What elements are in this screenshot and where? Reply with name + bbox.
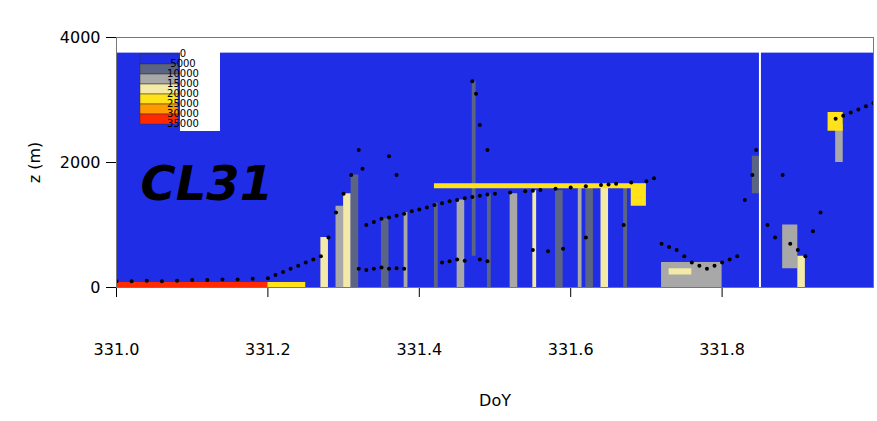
svg-text:DoY: DoY [479, 391, 511, 410]
svg-text:331.4: 331.4 [396, 340, 442, 359]
svg-text:10000: 10000 [167, 68, 199, 79]
svg-text:331.6: 331.6 [548, 340, 594, 359]
svg-text:5000: 5000 [170, 58, 196, 69]
svg-text:331.2: 331.2 [245, 340, 291, 359]
svg-text:25000: 25000 [167, 98, 199, 109]
svg-text:2000: 2000 [60, 153, 101, 172]
svg-text:30000: 30000 [167, 108, 199, 119]
svg-text:z (m): z (m) [25, 142, 44, 184]
svg-text:15000: 15000 [167, 78, 199, 89]
svg-text:CL31: CL31 [141, 155, 274, 211]
svg-text:20000: 20000 [167, 88, 199, 99]
svg-text:0: 0 [90, 278, 100, 297]
svg-text:0: 0 [179, 48, 187, 59]
svg-text:331.8: 331.8 [699, 340, 745, 359]
svg-text:35000: 35000 [167, 118, 199, 129]
svg-text:331.0: 331.0 [94, 340, 140, 359]
svg-text:4000: 4000 [60, 28, 101, 47]
